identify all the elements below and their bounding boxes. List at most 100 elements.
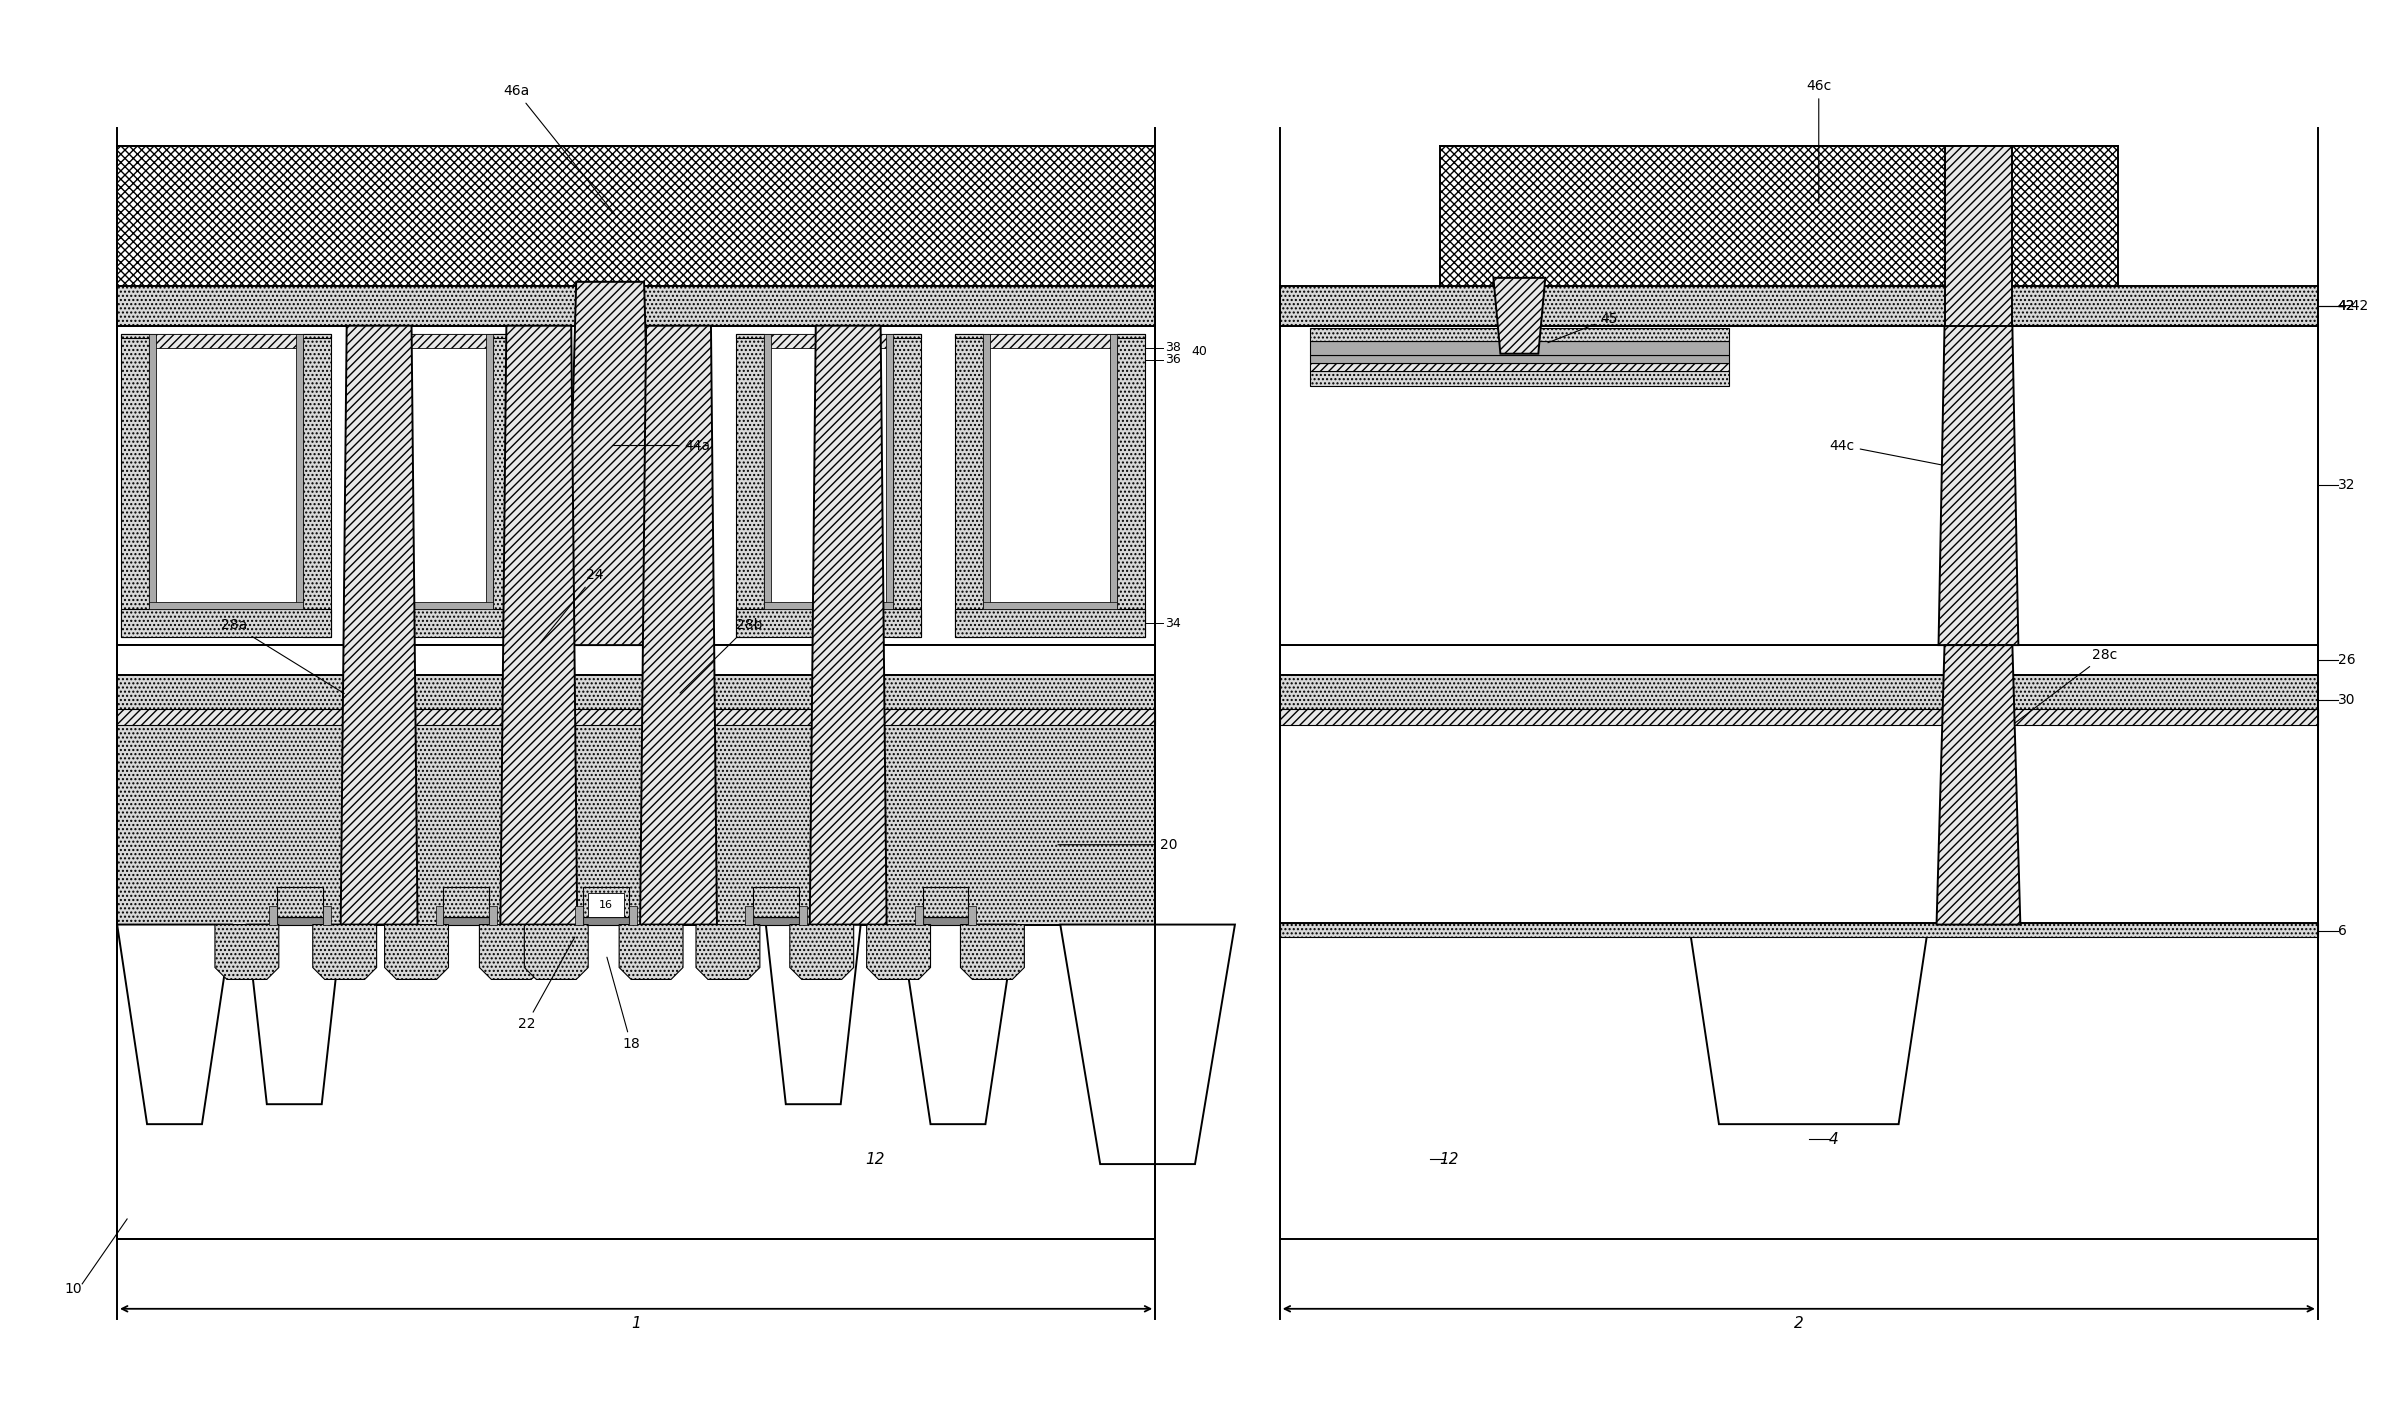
- Bar: [1281, 725, 2317, 924]
- Polygon shape: [1945, 146, 2012, 326]
- Bar: [117, 645, 1154, 674]
- Text: 12: 12: [1441, 1152, 1460, 1166]
- Text: 36: 36: [1166, 353, 1180, 367]
- Bar: [736, 334, 764, 636]
- Polygon shape: [791, 924, 853, 979]
- Polygon shape: [960, 924, 1025, 979]
- Text: 38: 38: [1166, 341, 1180, 354]
- Text: 42: 42: [2339, 299, 2356, 313]
- Bar: [117, 285, 1154, 326]
- Text: 46a: 46a: [504, 84, 614, 214]
- Bar: [753, 916, 798, 924]
- Bar: [956, 334, 984, 636]
- Text: 28c: 28c: [2014, 648, 2117, 724]
- Bar: [382, 347, 487, 603]
- Bar: [1309, 362, 1730, 371]
- Text: 40: 40: [1192, 346, 1206, 358]
- Bar: [1309, 341, 1730, 354]
- Polygon shape: [566, 282, 655, 645]
- Bar: [277, 916, 323, 924]
- Bar: [323, 906, 330, 924]
- Bar: [487, 334, 495, 610]
- Text: 26: 26: [2339, 653, 2356, 667]
- Text: 42: 42: [2339, 299, 2356, 313]
- Bar: [984, 603, 1118, 610]
- Bar: [303, 334, 330, 636]
- Bar: [1281, 924, 2317, 1239]
- Text: 30: 30: [2339, 693, 2356, 707]
- Polygon shape: [901, 924, 1015, 1124]
- Text: 22: 22: [518, 937, 576, 1031]
- Polygon shape: [1937, 326, 2019, 645]
- Bar: [122, 610, 330, 636]
- Bar: [1441, 146, 2119, 285]
- Bar: [1281, 710, 2317, 725]
- Text: 32: 32: [2339, 479, 2356, 492]
- Polygon shape: [695, 924, 760, 979]
- Polygon shape: [767, 924, 860, 1104]
- Bar: [893, 334, 920, 636]
- Polygon shape: [867, 924, 932, 979]
- Bar: [375, 334, 382, 610]
- Text: 18: 18: [607, 957, 640, 1051]
- Bar: [736, 334, 920, 337]
- Bar: [576, 906, 583, 924]
- Bar: [772, 347, 886, 603]
- Bar: [117, 146, 1154, 285]
- Polygon shape: [480, 924, 542, 979]
- Bar: [122, 334, 148, 636]
- Bar: [922, 916, 968, 924]
- Bar: [346, 610, 521, 636]
- Bar: [772, 334, 886, 347]
- Bar: [122, 334, 330, 337]
- Bar: [922, 887, 968, 916]
- Bar: [736, 610, 920, 636]
- Bar: [346, 334, 521, 337]
- Text: —42: —42: [2339, 299, 2370, 313]
- Polygon shape: [499, 326, 578, 924]
- Polygon shape: [117, 924, 232, 1124]
- Polygon shape: [1061, 924, 1235, 1165]
- Text: 16: 16: [600, 899, 614, 909]
- Polygon shape: [523, 924, 588, 979]
- Bar: [984, 334, 991, 610]
- Bar: [1309, 371, 1730, 385]
- Bar: [1281, 326, 2317, 645]
- Bar: [583, 887, 628, 916]
- Bar: [296, 334, 303, 610]
- Bar: [1118, 334, 1144, 636]
- Bar: [915, 906, 922, 924]
- Bar: [117, 674, 1154, 725]
- Polygon shape: [1493, 278, 1546, 354]
- Polygon shape: [1937, 645, 2021, 924]
- Bar: [148, 334, 155, 610]
- Bar: [375, 603, 495, 610]
- Text: 34: 34: [1166, 617, 1180, 629]
- Bar: [991, 347, 1111, 603]
- Bar: [1281, 645, 2317, 674]
- Text: 24: 24: [540, 568, 604, 643]
- Polygon shape: [215, 924, 280, 979]
- Bar: [148, 603, 303, 610]
- Text: 44c: 44c: [1830, 438, 1942, 465]
- Bar: [117, 924, 1154, 1239]
- Polygon shape: [619, 924, 683, 979]
- Bar: [270, 906, 277, 924]
- Bar: [968, 906, 977, 924]
- Bar: [117, 725, 1154, 924]
- Text: 45: 45: [1548, 312, 1617, 343]
- Polygon shape: [385, 924, 449, 979]
- Bar: [444, 887, 490, 916]
- Bar: [490, 906, 497, 924]
- Text: 6: 6: [2339, 923, 2346, 937]
- Text: 20: 20: [1058, 837, 1178, 851]
- Bar: [277, 887, 323, 916]
- Bar: [435, 906, 444, 924]
- Text: 1: 1: [631, 1316, 640, 1332]
- Bar: [886, 334, 893, 610]
- Bar: [1111, 334, 1118, 610]
- Text: 10: 10: [65, 1281, 81, 1295]
- Bar: [1309, 354, 1730, 362]
- Polygon shape: [342, 326, 418, 924]
- Polygon shape: [640, 326, 717, 924]
